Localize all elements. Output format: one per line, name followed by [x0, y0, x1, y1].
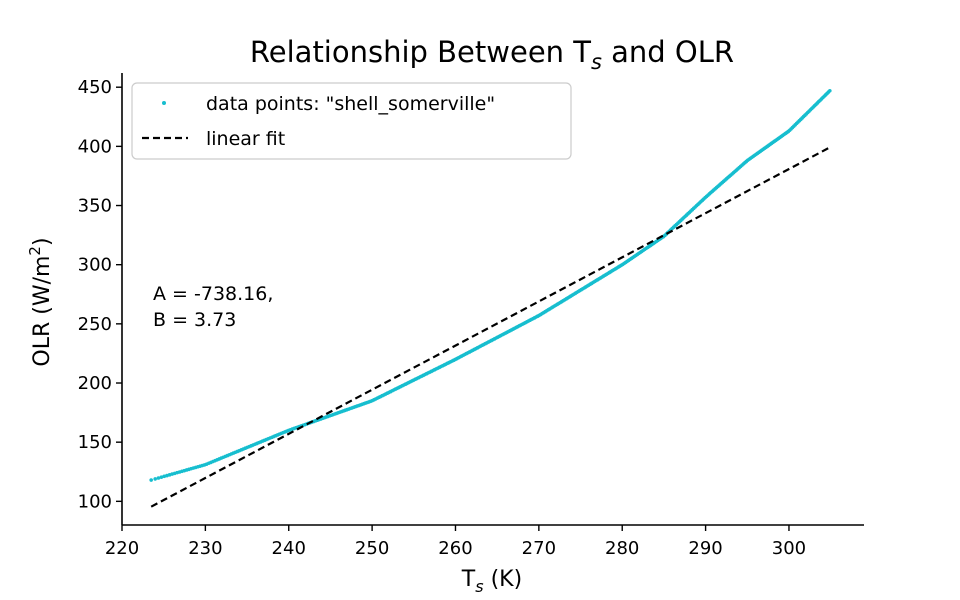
- scatter-point: [159, 475, 164, 479]
- y-tick-label: 400: [78, 136, 112, 157]
- svg-text:Ts (K): Ts (K): [461, 567, 522, 596]
- x-tick-label: 290: [688, 538, 722, 559]
- scatter-point: [162, 474, 166, 479]
- x-axis-title-suffix: (K): [484, 567, 523, 592]
- y-axis-title: OLR (W/m2): [26, 237, 55, 366]
- scatter-point: [828, 88, 832, 93]
- axes: 220 230 240 250 260 270 280 290 300 100 150 200 250 3…: [78, 73, 864, 559]
- legend: data points: "shell_somerville" linear f…: [131, 82, 572, 160]
- linear-fit-line: [150, 146, 831, 508]
- chart-title-main: Relationship Between T: [250, 35, 591, 69]
- scatter-point: [153, 477, 157, 481]
- x-tick-label: 220: [105, 538, 139, 559]
- annotation-line-b: B = 3.73: [153, 309, 236, 331]
- y-tick-label: 450: [78, 77, 112, 98]
- y-axis-title-sup: 2: [26, 246, 44, 256]
- chart-title-sub: s: [591, 50, 602, 74]
- legend-marker-data-points: [162, 101, 166, 105]
- y-axis-title-main: OLR (W/m: [30, 256, 55, 367]
- chart-title: Relationship Between Ts and OLR: [250, 35, 734, 74]
- x-tick-label: 250: [355, 538, 389, 559]
- x-tick-label: 230: [188, 538, 222, 559]
- annotation-line-a: A = -738.16,: [153, 283, 273, 305]
- scatter-point: [156, 476, 161, 480]
- legend-frame: [131, 82, 572, 160]
- x-tick-label: 280: [605, 538, 639, 559]
- y-tick-label: 300: [78, 255, 112, 276]
- y-tick-label: 150: [78, 432, 112, 453]
- x-tick-label: 300: [772, 538, 806, 559]
- y-tick-label: 100: [78, 491, 112, 512]
- x-axis-title-main: T: [461, 567, 476, 592]
- y-tick-label: 200: [78, 373, 112, 394]
- x-tick-label: 240: [272, 538, 306, 559]
- x-axis-title-sub: s: [475, 577, 483, 596]
- x-tick-label: 260: [438, 538, 472, 559]
- fit-annotation: A = -738.16, B = 3.73: [153, 283, 273, 331]
- legend-label-data-points: data points: "shell_somerville": [206, 93, 495, 115]
- x-tick-label: 270: [522, 538, 556, 559]
- y-tick-label: 350: [78, 196, 112, 217]
- y-tick-label: 250: [78, 314, 112, 335]
- scatter-point: [149, 478, 153, 482]
- svg-text:Relationship Between Ts and OL: Relationship Between Ts and OLR: [250, 35, 734, 74]
- plot-area: [149, 88, 832, 508]
- svg-text:OLR (W/m2): OLR (W/m2): [26, 237, 55, 366]
- chart-title-suffix: and OLR: [602, 35, 734, 69]
- y-axis-title-suffix: ): [30, 237, 55, 246]
- x-axis-title: Ts (K): [461, 567, 522, 596]
- legend-label-linear-fit: linear fit: [206, 128, 285, 150]
